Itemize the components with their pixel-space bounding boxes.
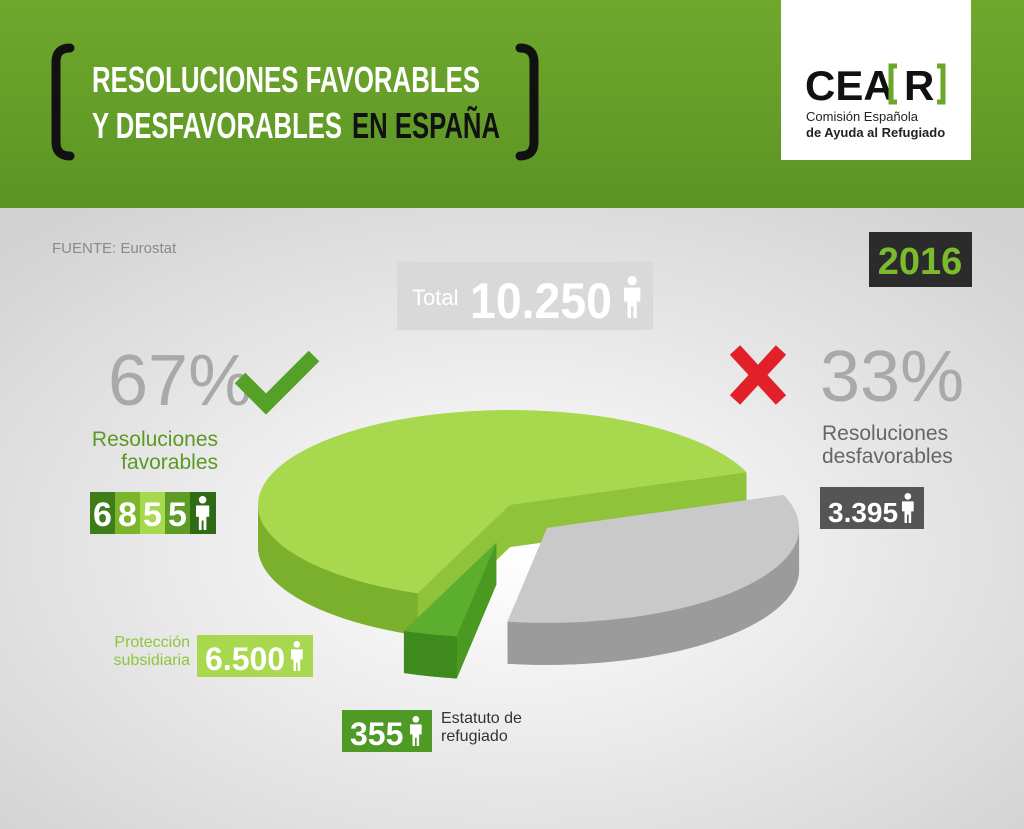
unfavorable-percent: 33% xyxy=(820,337,964,417)
digit: 6 xyxy=(93,496,112,534)
person-icon xyxy=(196,496,210,530)
slice-top xyxy=(403,542,497,637)
digit-box xyxy=(90,492,115,534)
subsidiary-label: Protección subsidiaria xyxy=(113,634,190,669)
logo-name: CEA xyxy=(805,62,894,109)
person-body xyxy=(902,501,914,523)
refugee-label-box: Estatuto de refugiado xyxy=(441,710,522,745)
bracket xyxy=(51,43,75,161)
total-label: Total xyxy=(412,285,458,310)
person-icon xyxy=(624,276,641,318)
digit: 5 xyxy=(168,496,187,534)
value-label: 6.500 xyxy=(205,641,285,677)
value-label: 3.395 xyxy=(828,497,898,528)
unfavorable-label: Resoluciones desfavorables xyxy=(822,422,953,469)
cross-icon xyxy=(729,345,787,405)
digit: 5 xyxy=(143,496,162,534)
bracket xyxy=(515,43,539,161)
person-body xyxy=(410,724,422,746)
person-head xyxy=(904,493,912,500)
title: RESOLUCIONES FAVORABLES xyxy=(92,59,480,100)
logo-subtitle: de Ayuda al Refugiado xyxy=(806,125,945,140)
pie xyxy=(258,410,800,679)
check-icon xyxy=(234,350,320,415)
person-body xyxy=(196,505,210,530)
slice-side xyxy=(403,631,457,679)
slice-side xyxy=(507,527,800,665)
person-icon xyxy=(902,493,914,523)
digit-box xyxy=(140,492,165,534)
favorable-label-box: Resoluciones favorables xyxy=(91,428,218,475)
person-head xyxy=(627,276,637,286)
digit-box xyxy=(165,492,190,534)
logo-box xyxy=(781,0,971,160)
logo-mark: R xyxy=(904,62,934,109)
slice-side xyxy=(258,505,418,636)
logo-subtitle: Comisión Española xyxy=(806,109,919,124)
favorable-label: Resoluciones favorables xyxy=(91,428,218,475)
total-box xyxy=(397,262,653,330)
year-box xyxy=(869,232,972,287)
person-head xyxy=(412,716,420,723)
person-body xyxy=(291,649,303,671)
person-icon xyxy=(291,641,303,671)
title: Y DESFAVORABLES xyxy=(92,105,342,146)
slice-top xyxy=(258,410,747,594)
unfavorable-label-box: Resoluciones desfavorables xyxy=(822,422,953,469)
refugee-label: Estatuto de refugiado xyxy=(441,710,522,745)
source: FUENTE: Eurostat xyxy=(52,240,177,257)
digit-box xyxy=(115,492,140,534)
digit: 8 xyxy=(118,496,137,534)
person-head xyxy=(293,641,301,648)
logo-brackets xyxy=(888,63,946,105)
person-icon xyxy=(410,716,422,746)
person-body xyxy=(624,287,641,318)
favorable-percent: 67% xyxy=(108,341,252,421)
year: 2016 xyxy=(878,241,963,283)
title-highlight: EN ESPAÑA xyxy=(352,104,500,146)
value-label: 355 xyxy=(350,716,403,752)
total-value: 10.250 xyxy=(470,273,612,329)
slice-top xyxy=(507,495,800,623)
person-head xyxy=(198,496,207,504)
subsidiary-label-box: Protección subsidiaria xyxy=(113,634,190,669)
